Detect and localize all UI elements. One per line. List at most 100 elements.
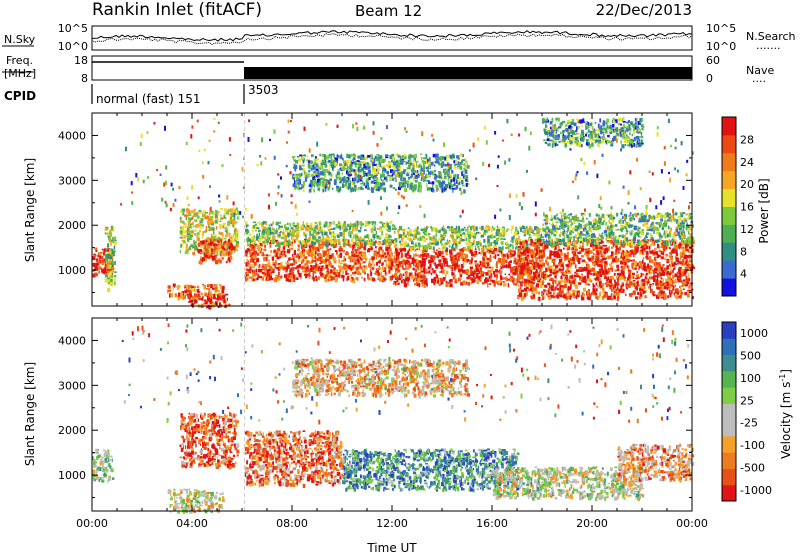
range-cell bbox=[540, 244, 541, 246]
range-cell bbox=[368, 236, 369, 240]
range-cell bbox=[177, 285, 180, 288]
range-cell bbox=[601, 253, 603, 256]
range-cell bbox=[523, 295, 524, 299]
range-cell bbox=[454, 261, 457, 263]
range-cell bbox=[623, 258, 625, 260]
range-cell bbox=[473, 240, 475, 244]
range-cell bbox=[110, 263, 113, 265]
range-cell bbox=[503, 254, 506, 257]
range-cell bbox=[268, 263, 270, 266]
range-cell bbox=[531, 292, 534, 294]
cpid-segment-2: 3503 bbox=[248, 83, 279, 97]
range-cell bbox=[487, 262, 490, 266]
range-cell bbox=[254, 252, 256, 256]
range-cell bbox=[229, 233, 231, 237]
range-cell bbox=[627, 259, 630, 263]
range-cell bbox=[669, 247, 671, 249]
range-cell bbox=[685, 281, 687, 285]
range-cell bbox=[245, 272, 247, 275]
range-cell bbox=[305, 234, 306, 238]
range-cell bbox=[267, 276, 269, 280]
range-cell bbox=[652, 293, 654, 295]
range-cell bbox=[343, 223, 345, 226]
range-cell bbox=[394, 251, 395, 254]
range-cell bbox=[306, 250, 309, 252]
range-cell bbox=[684, 292, 687, 295]
range-cell bbox=[277, 242, 280, 246]
range-cell bbox=[556, 254, 558, 256]
range-cell bbox=[420, 268, 422, 272]
range-cell bbox=[225, 241, 227, 244]
range-cell bbox=[649, 256, 651, 260]
range-cell bbox=[608, 247, 610, 249]
range-cell bbox=[425, 269, 427, 272]
range-cell bbox=[181, 221, 184, 223]
range-cell bbox=[351, 268, 353, 271]
range-cell bbox=[622, 266, 625, 270]
range-cell bbox=[361, 277, 362, 279]
range-cell bbox=[530, 271, 532, 275]
range-cell bbox=[373, 253, 376, 257]
range-cell bbox=[424, 246, 427, 250]
range-cell bbox=[330, 269, 333, 273]
range-cell bbox=[610, 256, 613, 258]
nave-tick-top: 60 bbox=[706, 54, 720, 67]
range-cell bbox=[550, 251, 553, 254]
range-cell bbox=[527, 276, 530, 280]
range-cell bbox=[403, 259, 406, 262]
range-cell bbox=[180, 244, 182, 248]
range-cell bbox=[105, 255, 107, 257]
range-cell bbox=[371, 264, 373, 266]
range-cell bbox=[182, 209, 185, 211]
range-cell bbox=[624, 238, 626, 241]
range-cell bbox=[260, 240, 261, 243]
range-cell bbox=[312, 251, 315, 254]
range-cell bbox=[452, 244, 454, 248]
range-cell bbox=[526, 248, 528, 251]
range-cell bbox=[682, 282, 684, 285]
range-cell bbox=[451, 226, 453, 228]
range-cell bbox=[538, 297, 540, 302]
range-cell bbox=[542, 252, 543, 254]
range-cell bbox=[493, 228, 495, 231]
range-cell bbox=[102, 256, 104, 259]
range-cell bbox=[659, 247, 661, 249]
range-cell bbox=[553, 272, 556, 274]
range-cell bbox=[313, 265, 315, 267]
range-cell bbox=[284, 235, 286, 238]
range-cell bbox=[359, 252, 362, 254]
range-cell bbox=[388, 240, 391, 242]
range-cell bbox=[473, 226, 475, 230]
range-cell bbox=[628, 254, 631, 257]
range-cell bbox=[490, 274, 492, 278]
range-cell bbox=[209, 226, 211, 230]
range-cell bbox=[588, 284, 590, 286]
range-cell bbox=[477, 269, 479, 273]
range-cell bbox=[401, 280, 403, 283]
range-cell bbox=[545, 290, 547, 292]
range-cell bbox=[396, 262, 399, 264]
range-cell bbox=[235, 245, 237, 247]
range-cell bbox=[638, 268, 639, 270]
nave-tick-bottom: 0 bbox=[706, 72, 713, 85]
range-cell bbox=[529, 229, 532, 232]
range-cell bbox=[649, 277, 651, 280]
range-cell bbox=[291, 244, 293, 247]
range-cell bbox=[353, 258, 355, 262]
freq-label: Freq. bbox=[6, 54, 33, 67]
range-cell bbox=[521, 290, 524, 293]
range-cell bbox=[340, 232, 342, 236]
range-cell bbox=[583, 288, 586, 292]
range-cell bbox=[667, 295, 669, 298]
range-cell bbox=[114, 271, 117, 273]
range-cell bbox=[399, 275, 400, 278]
range-cell bbox=[202, 231, 204, 235]
range-cell bbox=[376, 262, 378, 266]
range-cell bbox=[635, 288, 637, 290]
range-cell bbox=[212, 258, 215, 261]
station-title: Rankin Inlet (fitACF) bbox=[92, 0, 262, 20]
range-cell bbox=[307, 225, 310, 227]
range-cell bbox=[559, 283, 560, 285]
range-cell bbox=[169, 290, 171, 292]
range-cell bbox=[535, 257, 538, 261]
